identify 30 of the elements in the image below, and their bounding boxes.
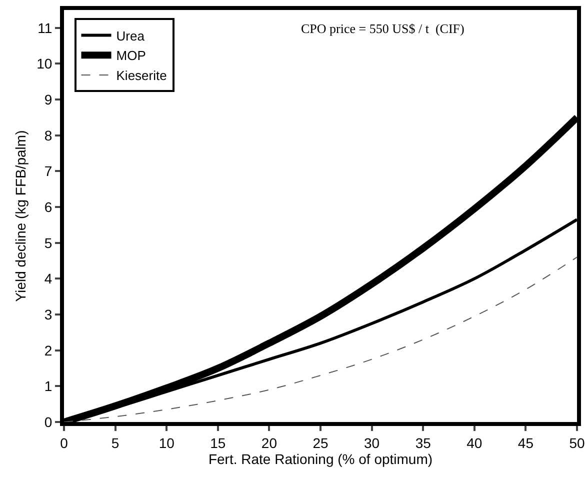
x-tick-label: 35 bbox=[415, 434, 432, 451]
x-tick-label: 0 bbox=[60, 434, 68, 451]
y-tick-label: 9 bbox=[44, 91, 52, 108]
x-tick-label: 30 bbox=[364, 434, 380, 451]
x-tick-label: 20 bbox=[261, 434, 278, 451]
x-tick-label: 25 bbox=[312, 434, 328, 451]
x-tick-label: 50 bbox=[569, 434, 585, 451]
legend-label: MOP bbox=[116, 48, 146, 64]
y-tick-label: 8 bbox=[44, 127, 52, 144]
legend-label: Kieserite bbox=[116, 68, 167, 84]
x-tick-label: 10 bbox=[158, 434, 175, 451]
x-tick-label: 5 bbox=[111, 434, 120, 451]
y-tick-label: 1 bbox=[44, 378, 52, 394]
y-tick-label: 4 bbox=[44, 270, 52, 287]
y-tick-label: 3 bbox=[44, 306, 52, 322]
x-tick-label: 15 bbox=[210, 434, 226, 451]
annotation: CPO price = 550 US$ / t (CIF) bbox=[301, 21, 464, 36]
y-tick-label: 6 bbox=[44, 198, 52, 215]
y-tick-label: 7 bbox=[44, 163, 52, 180]
y-tick-label: 0 bbox=[44, 414, 52, 430]
y-tick-label: 5 bbox=[44, 234, 52, 251]
y-tick-label: 2 bbox=[44, 342, 52, 358]
y-tick-label: 11 bbox=[38, 20, 52, 36]
x-tick-label: 40 bbox=[466, 434, 482, 451]
y-tick-label: 10 bbox=[36, 56, 52, 72]
x-axis-title: Fert. Rate Rationing (% of optimum) bbox=[208, 450, 433, 467]
line-series bbox=[64, 256, 577, 422]
y-axis-title: Yield decline (kg FFB/palm) bbox=[12, 130, 29, 302]
legend-label: Urea bbox=[116, 28, 146, 44]
x-tick-label: 45 bbox=[518, 434, 534, 451]
